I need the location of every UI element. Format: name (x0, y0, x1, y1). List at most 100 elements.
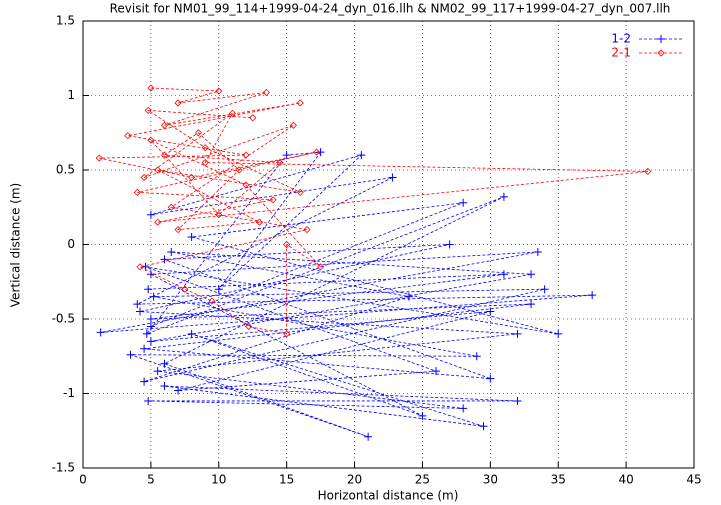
point-marker (153, 367, 162, 376)
point-marker (194, 129, 202, 137)
x-axis-label: Horizontal distance (m) (318, 489, 459, 503)
point-marker (174, 386, 183, 395)
point-marker (432, 367, 441, 376)
point-marker (499, 270, 508, 279)
point-marker (296, 188, 304, 196)
point-marker (527, 270, 536, 279)
x-tick-label: 0 (79, 473, 87, 487)
point-marker (160, 121, 169, 129)
point-marker (245, 322, 253, 331)
point-marker (201, 144, 209, 152)
point-marker (282, 151, 291, 160)
point-marker (146, 322, 155, 331)
point-marker (146, 270, 155, 279)
y-tick-label: 1 (67, 88, 75, 102)
point-marker (316, 148, 325, 157)
point-marker (513, 329, 522, 338)
point-marker (255, 218, 264, 226)
point-marker (472, 352, 481, 361)
x-tick-label: 20 (347, 473, 362, 487)
point-marker (187, 329, 196, 338)
series-line (99, 87, 648, 335)
point-marker (146, 315, 155, 323)
legend-label: 1-2 (611, 32, 631, 46)
point-marker (317, 263, 325, 271)
point-marker (486, 374, 495, 383)
point-marker (96, 328, 105, 337)
x-tick-label: 40 (618, 473, 633, 487)
point-marker (554, 329, 563, 338)
point-marker (404, 292, 413, 301)
point-marker (533, 247, 542, 256)
point-marker (144, 106, 152, 114)
point-marker (146, 337, 155, 346)
point-marker (160, 359, 169, 368)
point-marker (262, 88, 270, 97)
point-marker (486, 307, 495, 316)
point-marker (181, 285, 189, 293)
y-tick-label: -0.5 (52, 312, 75, 326)
point-marker (540, 285, 549, 294)
plot-border (82, 20, 695, 469)
point-marker (167, 203, 175, 211)
point-marker (154, 218, 162, 226)
point-marker (144, 285, 153, 294)
point-marker (283, 240, 291, 249)
y-tick-label: 0.5 (56, 163, 75, 177)
point-marker (140, 173, 148, 182)
point-marker (228, 109, 236, 117)
point-marker (388, 173, 397, 182)
point-marker (296, 99, 304, 107)
point-marker (174, 99, 182, 107)
x-tick-label: 5 (147, 473, 155, 487)
point-marker (242, 181, 250, 189)
point-marker (364, 432, 373, 441)
y-tick-label: 1.5 (56, 14, 75, 28)
point-marker (644, 167, 652, 176)
y-tick-label: 0 (67, 237, 75, 251)
point-marker (283, 330, 291, 338)
point-marker (215, 87, 223, 95)
point-marker (479, 422, 488, 431)
point-marker (201, 158, 209, 167)
point-marker (527, 300, 536, 309)
point-marker (269, 196, 277, 204)
x-tick-label: 30 (483, 473, 498, 487)
point-marker (242, 151, 250, 159)
x-tick-label: 25 (415, 473, 430, 487)
legend-marker (657, 49, 665, 57)
point-marker (312, 148, 321, 156)
point-marker (588, 291, 597, 300)
point-marker (146, 210, 155, 219)
point-marker (142, 329, 151, 338)
point-marker (147, 84, 155, 92)
point-marker (149, 292, 158, 301)
point-marker (235, 166, 243, 174)
point-marker (136, 263, 144, 271)
x-tick-label: 45 (686, 473, 701, 487)
point-marker (188, 173, 196, 182)
point-marker (249, 114, 257, 122)
point-marker (133, 188, 141, 196)
series-line (100, 151, 593, 438)
chart-title: Revisit for NM01_99_114+1999-04-24_dyn_0… (110, 2, 671, 16)
x-tick-label: 35 (551, 473, 566, 487)
point-marker (160, 151, 169, 159)
point-marker (418, 411, 427, 420)
point-marker (459, 198, 468, 207)
y-tick-label: -1.5 (52, 461, 75, 475)
point-marker (445, 240, 454, 249)
legend-label: 2-1 (611, 46, 631, 60)
point-marker (140, 344, 149, 353)
point-marker (459, 404, 468, 413)
point-marker (140, 377, 149, 386)
point-marker (144, 396, 153, 405)
point-marker (147, 136, 155, 144)
point-marker (160, 382, 169, 391)
point-marker (160, 255, 169, 264)
point-marker (303, 226, 311, 234)
point-marker (167, 247, 176, 256)
point-marker (276, 158, 284, 167)
point-marker (174, 226, 182, 234)
